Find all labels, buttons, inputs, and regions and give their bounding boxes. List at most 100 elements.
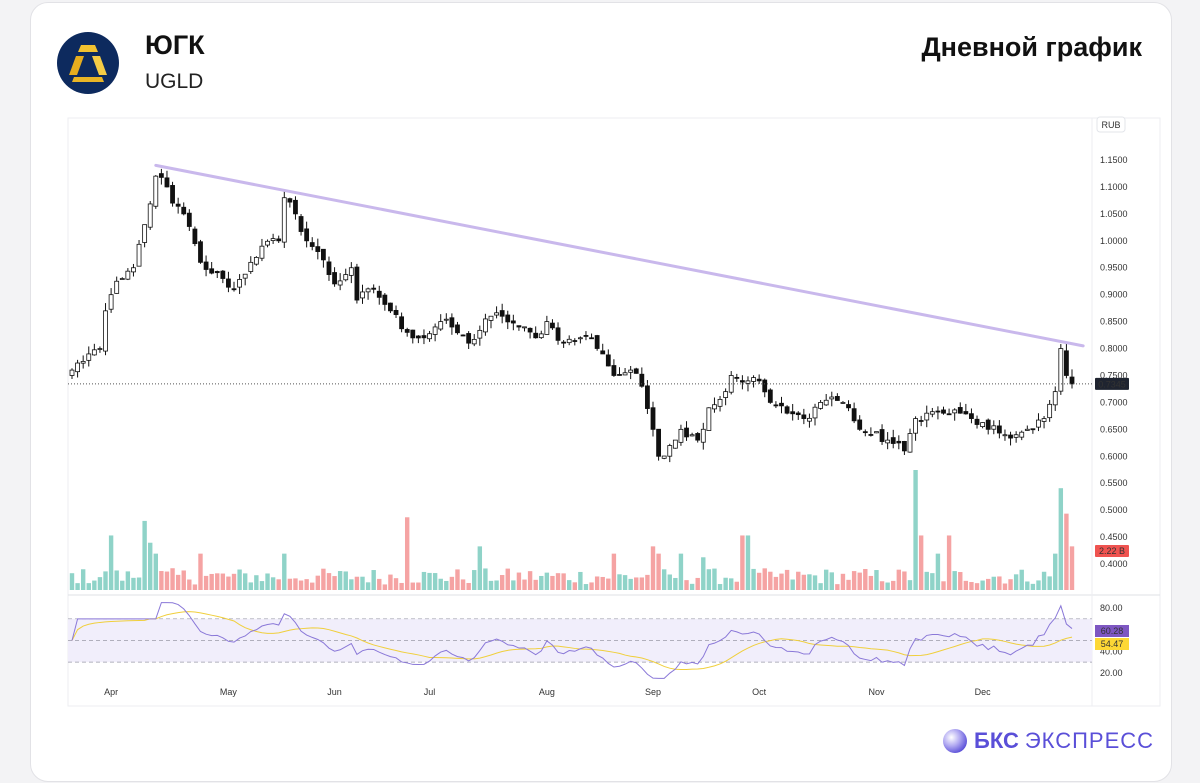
candle-body <box>1030 428 1036 431</box>
rsi-tick-label: 20.00 <box>1100 668 1123 678</box>
ticker-code: UGLD <box>145 70 204 93</box>
candle-body <box>633 368 639 374</box>
volume-bar <box>572 582 577 590</box>
volume-bar <box>879 581 885 590</box>
rsi-ma-line <box>71 611 1073 671</box>
candle-body <box>410 329 416 339</box>
volume-label: 2.22 B <box>1099 546 1125 556</box>
candle-body <box>823 399 829 406</box>
volume-bar <box>416 582 421 590</box>
volume-bar <box>567 580 572 590</box>
candle-body <box>343 274 349 281</box>
volume-bar <box>259 581 265 590</box>
candle-body <box>438 321 444 330</box>
candle-body <box>851 408 857 422</box>
candle-body <box>1058 348 1064 392</box>
volume-bar <box>321 568 326 590</box>
volume-bar <box>980 580 985 590</box>
volume-bar <box>589 582 594 590</box>
volume-bar <box>762 568 767 590</box>
candle-body <box>890 437 896 444</box>
candle-body <box>293 199 298 215</box>
candle-body <box>929 411 935 415</box>
volume-bar <box>768 571 773 590</box>
volume-bar <box>298 580 304 590</box>
candle-body <box>879 429 885 442</box>
volume-bar <box>242 573 248 590</box>
volume-bar <box>930 573 935 590</box>
candle-body <box>868 434 874 436</box>
candle-body <box>527 327 533 333</box>
candle-body <box>862 431 868 434</box>
candle-body <box>449 317 455 328</box>
volume-bar <box>75 583 80 590</box>
volume-bar <box>695 577 700 590</box>
volume-bar <box>432 573 438 590</box>
volume-bar <box>667 574 672 590</box>
volume-bar <box>851 571 857 590</box>
volume-bar <box>823 569 829 590</box>
candle-body <box>645 385 650 409</box>
volume-bar <box>896 569 902 590</box>
volume-bar <box>1013 574 1019 590</box>
brand-name-light: ЭКСПРЕСС <box>1024 728 1155 753</box>
candle-body <box>136 243 142 267</box>
volume-bar <box>382 584 388 590</box>
candle-body <box>784 406 790 414</box>
volume-bar <box>371 570 376 590</box>
candle-body <box>857 419 863 430</box>
candle-body <box>952 409 958 414</box>
candle-body <box>382 294 388 305</box>
volume-bar <box>1041 571 1047 590</box>
volume-bar <box>684 580 689 590</box>
candle-body <box>1019 431 1025 438</box>
candle-body <box>214 271 220 274</box>
volume-bar <box>393 578 399 590</box>
volume-bar <box>924 571 929 590</box>
volume-bar <box>404 517 410 590</box>
candle-body <box>131 267 136 273</box>
volume-badge <box>1095 545 1129 557</box>
candle-body <box>231 288 237 291</box>
volume-bar <box>745 535 751 590</box>
volume-bar <box>639 577 645 590</box>
candle-body <box>611 365 617 376</box>
candle-body <box>773 404 779 407</box>
price-tick-label: 0.5500 <box>1100 478 1128 488</box>
candle-body <box>91 349 97 356</box>
candle-body <box>471 338 477 345</box>
volume-bar <box>846 579 851 590</box>
volume-bar <box>438 578 443 590</box>
candle-body <box>594 335 600 349</box>
candle-body <box>712 404 717 410</box>
price-tick-label: 0.4000 <box>1100 559 1128 569</box>
price-tick-label: 0.4500 <box>1100 532 1128 542</box>
volume-bar <box>460 579 466 590</box>
volume-bar <box>734 581 740 590</box>
candle-body <box>270 238 276 242</box>
candle-body <box>466 333 472 344</box>
candle-body <box>706 407 712 431</box>
candle-body <box>807 417 812 422</box>
candle-body <box>315 246 321 252</box>
volume-bar <box>455 569 460 590</box>
volume-bar <box>918 535 924 590</box>
candle-body <box>684 427 689 438</box>
volume-bar <box>812 575 818 590</box>
month-label: Apr <box>104 687 118 697</box>
candle-body <box>415 335 421 339</box>
month-label: Aug <box>539 687 555 697</box>
volume-bar <box>332 576 337 590</box>
volume-bar <box>974 583 980 590</box>
volume-bar <box>857 572 862 590</box>
volume-bar <box>343 571 348 590</box>
volume-bar <box>550 575 555 590</box>
candle-body <box>147 203 153 228</box>
volume-bar <box>181 570 186 590</box>
candle-body <box>941 409 946 414</box>
candle-body <box>689 434 695 437</box>
volume-bar <box>164 571 170 590</box>
rsi-ma-label: 54.47 <box>1101 639 1124 649</box>
candle-body <box>348 267 354 276</box>
candle-body <box>399 316 405 330</box>
